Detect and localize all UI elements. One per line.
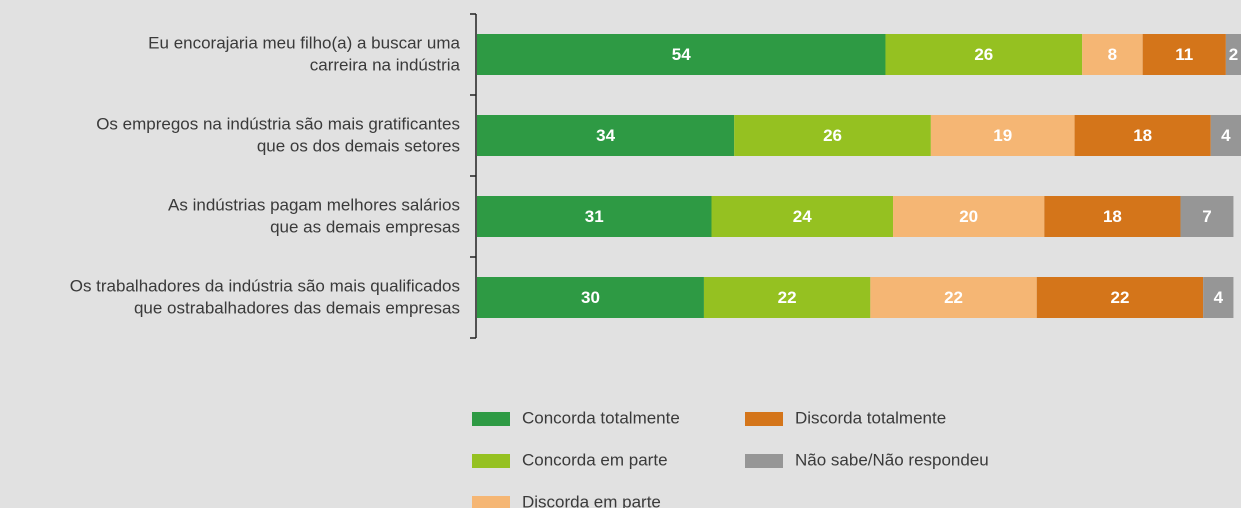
category-label: que ostrabalhadores das demais empresas [134, 298, 460, 317]
bar-segment [870, 277, 1037, 318]
category-label: carreira na indústria [310, 55, 461, 74]
bar-segment [885, 34, 1083, 75]
bar-segment [1203, 277, 1234, 318]
value-label: 34 [596, 126, 615, 145]
value-label: 22 [1111, 288, 1130, 307]
value-label: 26 [974, 45, 993, 64]
value-label: 2 [1229, 45, 1238, 64]
bar-segment [930, 115, 1075, 156]
category-label: que as demais empresas [270, 217, 460, 236]
bar-segment [477, 277, 704, 318]
value-label: 31 [585, 207, 604, 226]
value-label: 22 [944, 288, 963, 307]
legend-label: Concorda em parte [522, 450, 668, 469]
bar-segment [1074, 115, 1211, 156]
category-label: que os dos demais setores [257, 136, 460, 155]
value-label: 8 [1108, 45, 1117, 64]
category-label: Os trabalhadores da indústria são mais q… [70, 276, 460, 295]
legend-swatch [745, 412, 783, 426]
bar-segment [1180, 196, 1234, 237]
legend-swatch [745, 454, 783, 468]
bar-segment [1044, 196, 1181, 237]
value-label: 20 [959, 207, 978, 226]
bar-segment [477, 115, 735, 156]
bar-segment [1142, 34, 1226, 75]
legend-label: Discorda totalmente [795, 408, 946, 427]
bar-segment [711, 196, 894, 237]
value-label: 4 [1214, 288, 1224, 307]
value-label: 4 [1221, 126, 1231, 145]
bar-segment [1036, 277, 1204, 318]
legend-swatch [472, 412, 510, 426]
bar-segment [1225, 34, 1241, 75]
value-label: 22 [778, 288, 797, 307]
bar-segment [893, 196, 1045, 237]
legend-swatch [472, 454, 510, 468]
category-label: Os empregos na indústria são mais gratif… [96, 114, 460, 133]
legend-label: Não sabe/Não respondeu [795, 450, 989, 469]
bar-segment [734, 115, 931, 156]
value-label: 24 [793, 207, 812, 226]
bar-segment [477, 196, 712, 237]
bar-segment [703, 277, 871, 318]
legend-label: Concorda totalmente [522, 408, 680, 427]
legend-swatch [472, 496, 510, 508]
value-label: 54 [672, 45, 691, 64]
value-label: 11 [1175, 45, 1193, 64]
value-label: 7 [1202, 207, 1211, 226]
value-label: 18 [1103, 207, 1122, 226]
bar-segment [1210, 115, 1241, 156]
bar-segment [1082, 34, 1143, 75]
bar-segment [477, 34, 886, 75]
value-label: 30 [581, 288, 600, 307]
value-label: 26 [823, 126, 842, 145]
category-label: Eu encorajaria meu filho(a) a buscar uma [148, 33, 460, 52]
value-label: 18 [1133, 126, 1152, 145]
legend-label: Discorda em parte [522, 492, 661, 508]
value-label: 19 [993, 126, 1012, 145]
category-label: As indústrias pagam melhores salários [168, 195, 460, 214]
